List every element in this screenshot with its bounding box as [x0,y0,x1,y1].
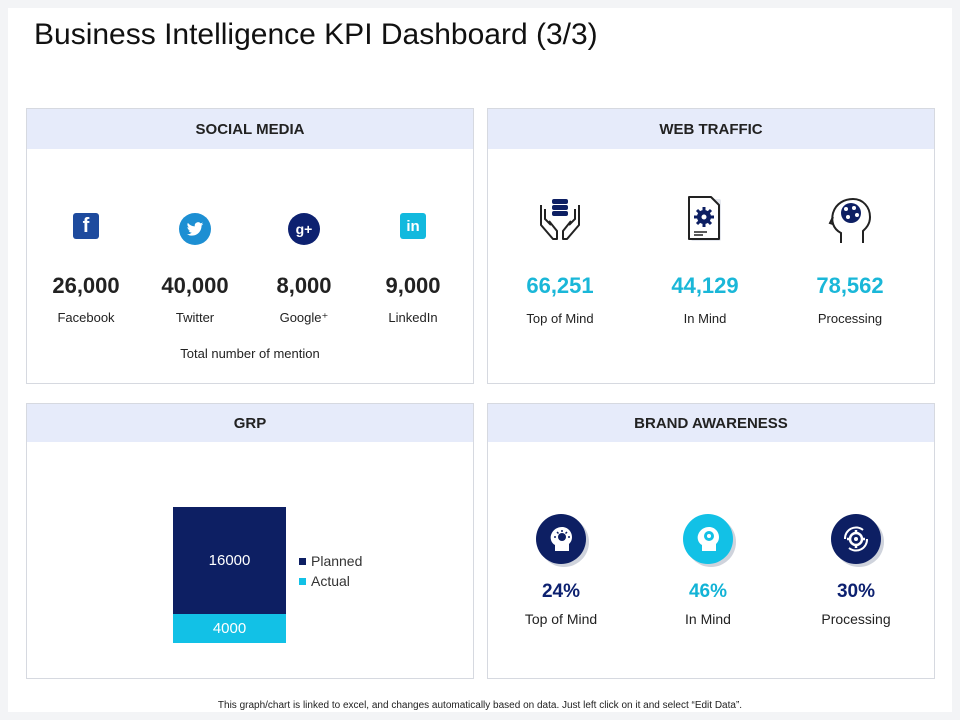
legend-label-actual: Actual [311,573,350,589]
web-in-mind-value: 44,129 [671,273,739,298]
web-traffic-header: WEB TRAFFIC [488,109,934,149]
legend-swatch-planned [299,557,306,565]
brand-in-mind-label: In Mind [685,611,731,627]
legend-item-planned: Planned [299,551,362,571]
brand-in-mind-value: 46% [688,581,728,602]
social-item-twitter: 40,000 Twitter [150,149,240,349]
legend-label-planned: Planned [311,553,363,569]
brand-awareness-panel: BRAND AWARENESS 24% Top of Mind [487,403,935,679]
social-media-header: SOCIAL MEDIA [27,109,473,149]
twitter-value: 40,000 [161,273,229,298]
linkedin-label: LinkedIn [388,310,438,325]
google-plus-value: 8,000 [276,273,332,298]
web-top-of-mind-label: Top of Mind [526,311,594,326]
web-item-processing: 78,562 Processing [800,149,900,349]
social-item-facebook: f 26,000 Facebook [41,149,131,349]
hands-coins-icon [537,195,583,250]
grp-header: GRP [27,404,473,442]
mention-caption: Total number of mention [180,346,320,361]
grp-bar-actual[interactable]: 4000 [173,614,286,643]
web-item-in-mind: 44,129 In Mind [655,149,755,349]
facebook-icon: f [73,213,99,239]
brand-top-of-mind-label: Top of Mind [524,611,598,627]
linkedin-icon: in [400,213,426,239]
grp-bar-planned[interactable]: 16000 [173,507,286,614]
web-processing-label: Processing [817,311,883,326]
head-gear-icon [683,514,733,564]
google-plus-icon: g+ [288,213,320,245]
web-in-mind-label: In Mind [683,311,727,326]
head-idea-icon [536,514,586,564]
brand-item-in-mind: 46% In Mind [658,442,758,642]
brand-awareness-header: BRAND AWARENESS [488,404,934,442]
footer-note: This graph/chart is linked to excel, and… [217,700,743,711]
brand-item-processing: 30% Processing [806,442,906,642]
brand-item-top-of-mind: 24% Top of Mind [511,442,611,642]
legend-swatch-actual [299,577,306,585]
web-item-top-of-mind: 66,251 Top of Mind [510,149,610,349]
google-plus-label: Google⁺ [279,310,329,325]
web-processing-value: 78,562 [816,273,884,298]
brand-processing-value: 30% [836,581,876,602]
brand-processing-label: Processing [821,611,891,627]
grp-legend: Planned Actual [299,551,362,591]
page-title: Business Intelligence KPI Dashboard (3/3… [34,18,598,51]
grp-actual-value: 4000 [212,620,247,637]
web-top-of-mind-value: 66,251 [526,273,594,298]
grp-planned-value: 16000 [208,552,251,569]
web-traffic-panel: WEB TRAFFIC 66,251 Top of Mind [487,108,935,384]
head-brain-icon [827,195,873,252]
social-item-linkedin: in 9,000 LinkedIn [368,149,458,349]
brand-top-of-mind-value: 24% [541,581,581,602]
facebook-label: Facebook [57,310,115,325]
social-item-google-plus: g+ 8,000 Google⁺ [259,149,349,349]
twitter-label: Twitter [175,310,215,325]
social-media-panel: SOCIAL MEDIA f 26,000 Facebook 40,000 Tw… [26,108,474,384]
document-gear-icon [685,195,725,250]
linkedin-value: 9,000 [385,273,441,298]
legend-item-actual: Actual [299,571,362,591]
grp-panel: GRP 16000 4000 Planned Actual [26,403,474,679]
facebook-value: 26,000 [52,273,120,298]
gear-cycle-icon [831,514,881,564]
twitter-icon [179,213,211,245]
